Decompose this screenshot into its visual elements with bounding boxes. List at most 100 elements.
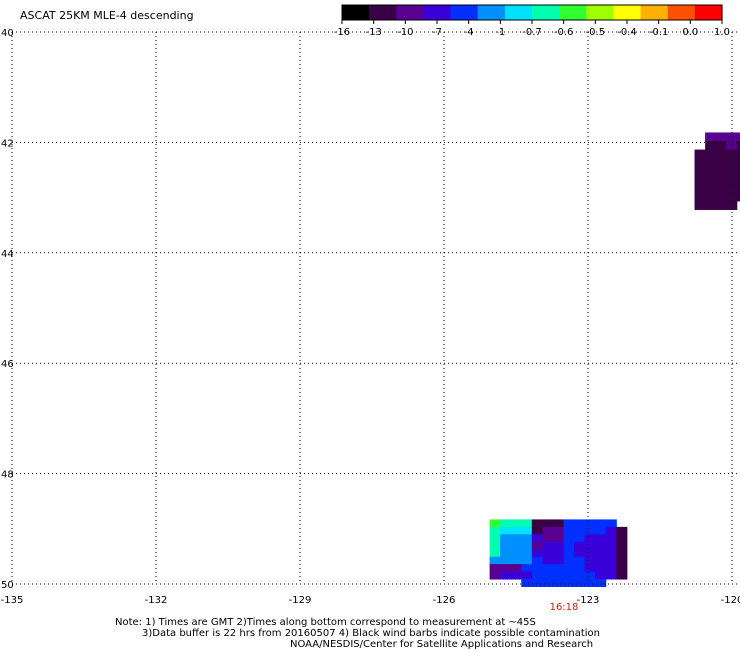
heatmap-cell: [595, 564, 607, 573]
heatmap-cell: [510, 571, 522, 580]
heatmap-cell: [736, 132, 740, 142]
heatmap-cell: [605, 564, 617, 573]
heatmap-cell: [595, 534, 607, 543]
heatmap-cell: [542, 556, 554, 565]
axis-tick-labels: -135 -132 -129 -126 -123 -120 40 42 44 46 48 50: [1, 28, 740, 606]
heatmap-cell: [595, 549, 607, 558]
colorbar-swatch: [342, 5, 370, 20]
heatmap-cell: [552, 549, 565, 558]
heatmap-cell: [552, 541, 565, 550]
heatmap-cell: [510, 564, 522, 573]
heatmap-cell: [715, 183, 727, 193]
note-line-2: 3)Data buffer is 22 hrs from 20160507 4)…: [142, 628, 600, 639]
heatmap-cell: [521, 579, 533, 587]
colorbar-swatch: [532, 5, 560, 20]
heatmap-cell: [563, 519, 575, 528]
heatmap-cell: [552, 564, 565, 573]
heatmap-cell: [552, 519, 565, 528]
heatmap-cell: [563, 549, 575, 558]
heatmap-cell: [605, 519, 617, 528]
heatmap-cell: [726, 200, 738, 210]
heatmap-cell: [595, 541, 607, 550]
colorbar-swatch: [613, 5, 642, 20]
heatmap-cell: [605, 526, 617, 535]
x-tick-label: -126: [433, 595, 456, 606]
colorbar-swatch: [450, 5, 479, 20]
heatmap-cell: [563, 526, 575, 535]
heatmap-cell: [510, 519, 522, 528]
heatmap-cell: [736, 149, 740, 159]
colorbar-label: 0.0: [682, 27, 698, 38]
heatmap-cell: [500, 556, 512, 565]
y-tick-label: 44: [1, 249, 14, 260]
heatmap-cell: [510, 549, 522, 558]
heatmap-cell: [715, 132, 727, 142]
heatmap-cell: [500, 526, 512, 535]
heatmap-cell: [574, 534, 586, 543]
y-tick-label: 46: [1, 359, 14, 370]
heatmap-cell: [574, 579, 586, 587]
heatmap-cell: [574, 519, 586, 528]
colorbar-swatch: [667, 5, 696, 20]
colorbar: [341, 4, 723, 21]
heatmap-cell: [563, 579, 575, 587]
colorbar-label: -13: [365, 27, 381, 38]
heatmap-cell: [584, 564, 596, 573]
y-tick-label: 40: [1, 28, 14, 39]
heatmap-cell: [574, 526, 586, 535]
heatmap-cell: [616, 556, 628, 565]
heatmap-cell: [531, 571, 543, 580]
heatmap-cell: [489, 549, 501, 558]
colorbar-label: -0.4: [617, 27, 637, 38]
heatmap-cell: [605, 534, 617, 543]
heatmap-cell: [595, 556, 607, 565]
heatmap-cell: [584, 549, 596, 558]
heatmap-cell: [616, 541, 628, 550]
y-tick-label: 42: [1, 138, 14, 149]
heatmap-cells: [489, 132, 740, 587]
heatmap-cell: [521, 549, 533, 558]
heatmap-cell: [705, 192, 717, 202]
heatmap-cell: [542, 526, 554, 535]
heatmap-cell: [584, 556, 596, 565]
colorbar-swatch: [559, 5, 587, 20]
heatmap-cell: [726, 141, 738, 151]
heatmap-cell: [510, 534, 522, 543]
heatmap-cell: [726, 175, 738, 185]
heatmap-cell: [500, 549, 512, 558]
heatmap-cell: [563, 534, 575, 543]
heatmap-cell: [500, 564, 512, 573]
heatmap-cell: [531, 526, 543, 535]
heatmap-cell: [736, 141, 740, 151]
heatmap-cell: [584, 579, 596, 587]
colorbar-label: -0.1: [649, 27, 669, 38]
heatmap-cell: [584, 534, 596, 543]
heatmap-cell: [531, 579, 543, 587]
heatmap-cell: [542, 519, 554, 528]
heatmap-cell: [726, 166, 738, 176]
colorbar-label: -0.5: [586, 27, 606, 38]
heatmap-cell: [605, 571, 617, 580]
heatmap-cell: [595, 526, 607, 535]
colorbar-swatch: [504, 5, 533, 20]
heatmap-cell: [521, 534, 533, 543]
colorbar-swatch: [640, 5, 669, 20]
heatmap-cell: [542, 534, 554, 543]
heatmap-cell: [715, 166, 727, 176]
heatmap-cell: [510, 556, 522, 565]
heatmap-cell: [705, 141, 717, 151]
colorbar-label: -16: [334, 27, 350, 38]
heatmap-cell: [616, 571, 628, 580]
heatmap-cell: [574, 556, 586, 565]
heatmap-cell: [736, 192, 740, 202]
x-tick-label: -135: [1, 595, 24, 606]
x-tick-label: -123: [577, 595, 600, 606]
heatmap-cell: [605, 549, 617, 558]
heatmap-cell: [510, 541, 522, 550]
colorbar-label: -10: [397, 27, 413, 38]
heatmap-cell: [694, 183, 706, 193]
heatmap-cell: [563, 541, 575, 550]
heatmap-cell: [500, 541, 512, 550]
colorbar-swatch: [396, 5, 425, 20]
